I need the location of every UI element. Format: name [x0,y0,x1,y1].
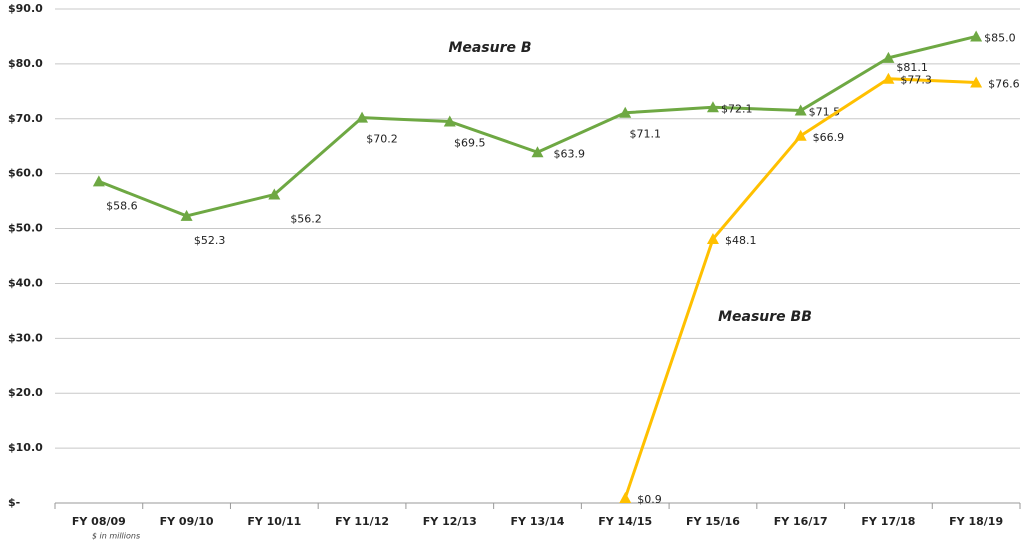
data-label: $85.0 [984,31,1016,44]
marker [180,209,193,221]
y-tick-label: $30.0 [8,331,43,344]
x-tick-label: FY 15/16 [686,515,740,528]
data-label: $63.9 [554,147,586,160]
data-label: $71.1 [629,128,661,141]
data-label: $52.3 [194,234,226,247]
x-tick-label: FY 09/10 [160,515,214,528]
series-line [98,34,977,218]
data-label: $72.1 [721,102,753,115]
marker [706,101,719,113]
series-line [623,77,977,499]
x-tick-label: FY 08/09 [72,515,126,528]
marker [443,115,456,127]
data-label: $48.1 [725,234,757,247]
data-label: $70.2 [366,133,398,146]
x-tick-label: FY 13/14 [511,515,565,528]
marker [92,175,105,187]
y-tick-label: $50.0 [8,222,43,235]
marker [882,51,895,63]
data-label: $77.3 [900,74,932,87]
x-tick-label: FY 10/11 [247,515,301,528]
y-tick-label: $70.0 [8,112,43,125]
data-label: $56.2 [290,213,322,226]
marker [619,492,632,504]
units-note: $ in millions [92,532,140,541]
data-label: $69.5 [454,137,486,150]
x-tick-label: FY 12/13 [423,515,477,528]
marker [970,30,983,42]
data-label: $58.6 [106,199,138,212]
data-label: $81.1 [896,61,928,74]
x-tick-label: FY 16/17 [774,515,828,528]
x-tick-label: FY 14/15 [598,515,652,528]
y-tick-label: $20.0 [8,386,43,399]
y-tick-label: $40.0 [8,276,43,289]
series-name: Measure BB [718,309,812,325]
marker [356,111,369,123]
marker [619,106,632,118]
marker [794,104,807,116]
y-tick-label: $- [8,496,20,509]
x-tick-label: FY 17/18 [861,515,915,528]
y-tick-label: $90.0 [8,2,43,15]
x-tick-label: FY 11/12 [335,515,389,528]
data-label: $0.9 [637,493,662,506]
x-tick-label: FY 18/19 [949,515,1003,528]
series-name: Measure B [448,40,531,56]
marker [531,146,544,158]
marker [706,232,719,244]
y-tick-label: $10.0 [8,441,43,454]
data-label: $66.9 [813,131,845,144]
marker [268,188,281,200]
data-label: $76.6 [988,78,1020,91]
marker [970,76,983,88]
marker [882,72,895,84]
marker [794,129,807,141]
y-tick-label: $60.0 [8,167,43,180]
y-tick-label: $80.0 [8,57,43,70]
